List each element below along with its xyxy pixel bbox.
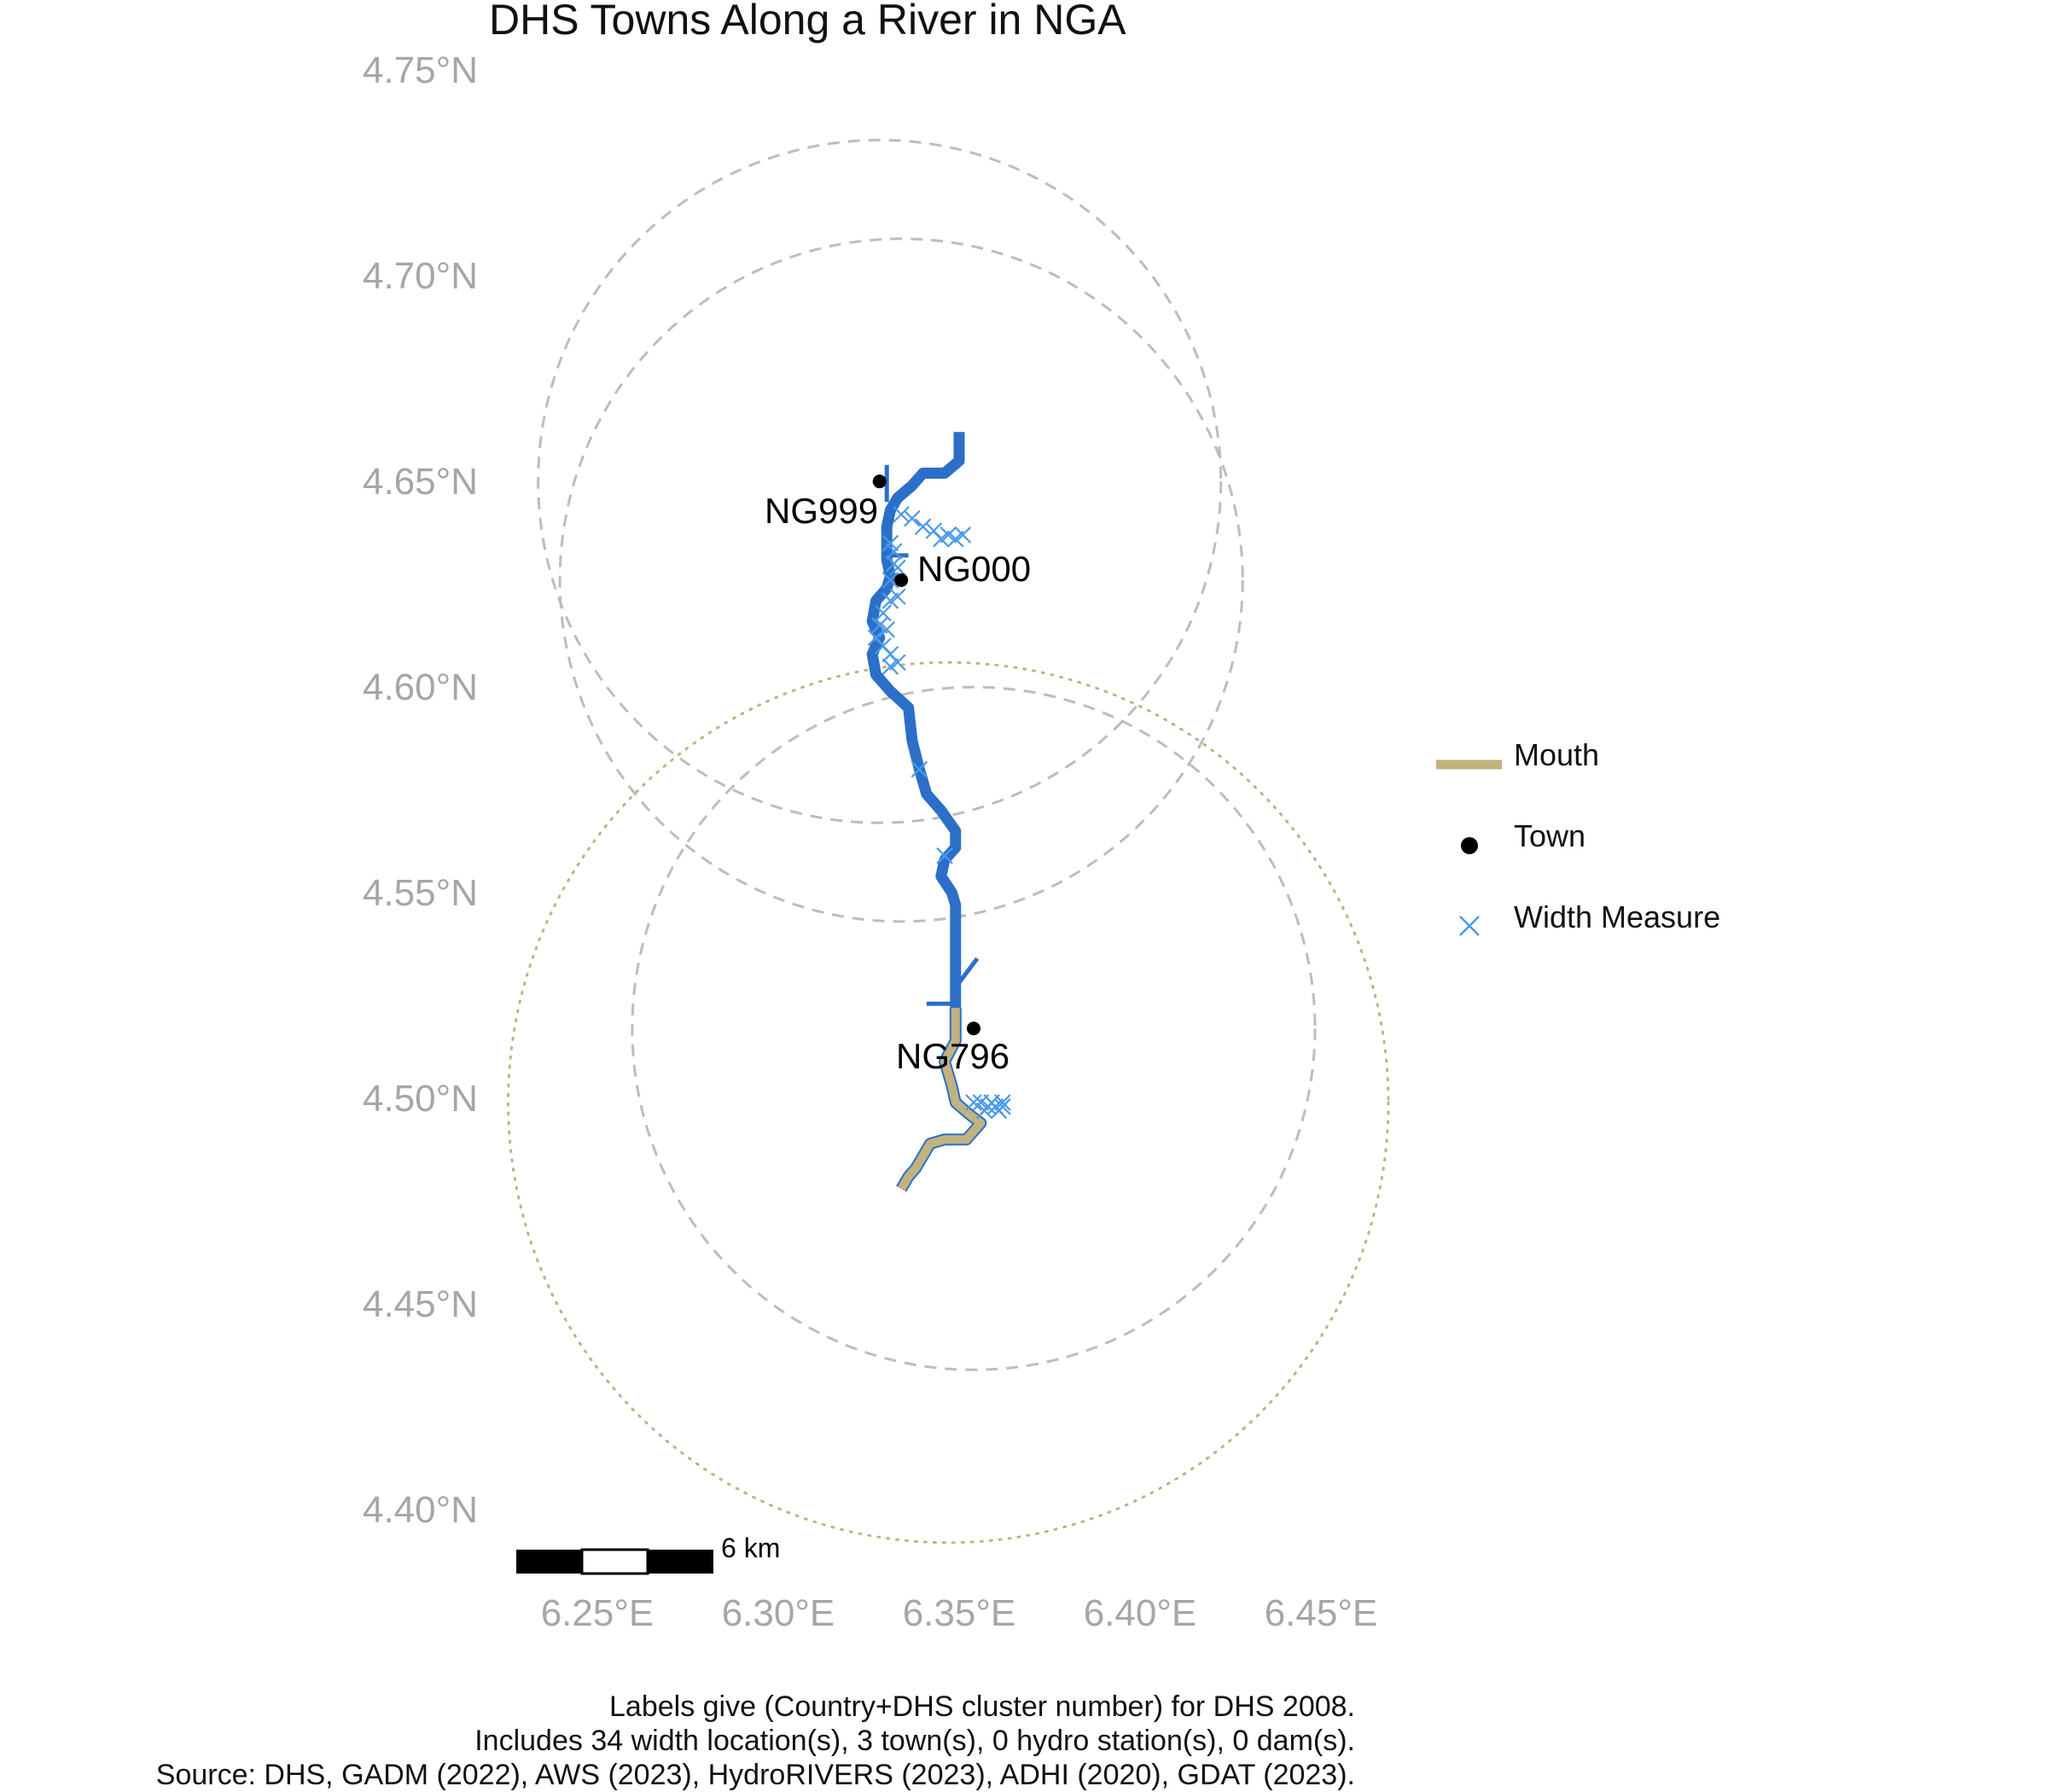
width-measure-marker [889, 559, 906, 577]
caption: Labels give (Country+DHS cluster number)… [156, 1690, 1355, 1792]
x-tick-label: 6.45°E [1264, 1592, 1378, 1634]
legend-label-width-measure: Width Measure [1514, 899, 1721, 934]
scale-bar-segment-3 [648, 1550, 713, 1574]
width-measure-marker [878, 620, 895, 638]
x-tick-label: 6.35°E [902, 1592, 1016, 1634]
caption-line-3: Source: DHS, GADM (2022), AWS (2023), Hy… [155, 1759, 1355, 1791]
width-measure-marker [889, 654, 906, 672]
legend-keys [1436, 759, 1502, 936]
width-measure-marker [885, 543, 903, 560]
town-buffer-circles [537, 138, 1317, 1371]
legend-town-swatch [1461, 837, 1478, 854]
legend-label-mouth: Mouth [1514, 737, 1600, 772]
legend-width-measure-swatch [1459, 916, 1480, 936]
width-measure-marker [954, 527, 972, 544]
width-measure-marker [914, 518, 932, 535]
width-measure-marker [904, 509, 921, 527]
legend-label-town: Town [1514, 818, 1586, 853]
width-measure-marker [911, 760, 928, 778]
width-measure-marker [936, 847, 953, 864]
town-point [966, 1021, 980, 1036]
town-buffer-circle [558, 237, 1244, 923]
y-tick-label: 4.45°N [362, 1283, 478, 1325]
y-tick-label: 4.60°N [362, 666, 478, 708]
river-mouth [897, 1008, 986, 1191]
y-tick-label: 4.40°N [362, 1489, 478, 1531]
caption-line-1: Labels give (Country+DHS cluster number)… [609, 1690, 1355, 1723]
width-measure-marker [881, 592, 899, 609]
width-measure-marker [875, 604, 892, 622]
width-measure-marker [965, 1094, 982, 1111]
width-measure-marker [994, 1098, 1011, 1115]
width-measure-marker [881, 572, 899, 589]
x-tick-label: 6.25°E [540, 1592, 655, 1634]
map-title: DHS Towns Along a River in NGA [489, 0, 1126, 44]
town-label-ng999: NG999 [765, 491, 879, 531]
width-measure-marker [1459, 916, 1480, 936]
width-measure-marker [893, 505, 910, 523]
y-tick-label: 4.55°N [362, 872, 478, 914]
x-tick-label: 6.40°E [1083, 1592, 1197, 1634]
town-points [872, 474, 980, 1036]
scale-bar [516, 1548, 713, 1575]
town-point [872, 474, 887, 489]
scale-bar-segment-1 [516, 1550, 582, 1574]
river-main-channel [866, 432, 965, 1009]
town-label-ng000: NG000 [917, 549, 1032, 589]
y-tick-label: 4.65°N [362, 461, 478, 503]
caption-line-2: Includes 34 width location(s), 3 town(s)… [474, 1725, 1355, 1757]
width-measure-markers [867, 505, 1011, 1120]
x-tick-label: 6.30°E [721, 1592, 835, 1634]
town-buffer-circle [537, 138, 1223, 824]
town-buffer-circle [631, 685, 1317, 1371]
width-measure-marker [994, 1094, 1011, 1111]
mouth-buffer-circle [507, 660, 1390, 1545]
y-tick-label: 4.50°N [362, 1078, 478, 1120]
y-tick-label: 4.70°N [362, 255, 478, 297]
width-measure-marker [881, 534, 899, 552]
town-point [894, 573, 909, 587]
mouth-buffer-circles [507, 660, 1390, 1545]
scale-bar-segment-2 [580, 1548, 649, 1575]
town-label-ng796: NG796 [896, 1036, 1010, 1076]
y-tick-label: 4.75°N [362, 49, 478, 91]
scale-bar-label: 6 km [721, 1533, 781, 1563]
